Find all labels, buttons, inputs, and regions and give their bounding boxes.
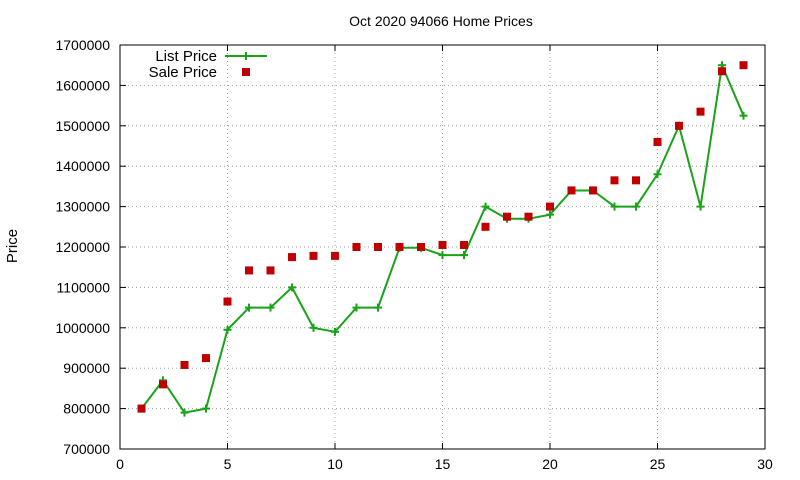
- sale-price-point: [696, 107, 705, 116]
- sale-price-point: [288, 253, 296, 262]
- series: [137, 61, 748, 417]
- sale-price-point: [245, 266, 253, 275]
- sale-price-point: [460, 240, 468, 249]
- sale-price-point: [438, 240, 447, 249]
- legend-label-list-price: List Price: [155, 48, 217, 65]
- sale-price-point: [718, 67, 726, 76]
- sale-price-point: [266, 266, 275, 275]
- y-tick-label: 800000: [63, 401, 110, 417]
- legend-swatch-list-price: [225, 52, 267, 60]
- sale-price-point: [202, 354, 210, 363]
- list-price-point: [374, 303, 382, 312]
- grid: [120, 45, 765, 449]
- sale-price-point: [567, 186, 576, 195]
- chart-title: Oct 2020 94066 Home Prices: [349, 13, 533, 29]
- y-tick-label: 700000: [63, 441, 110, 457]
- list-price-point: [331, 327, 339, 336]
- list-price-point: [653, 170, 662, 179]
- list-price-point: [481, 202, 490, 211]
- y-tick-label: 900000: [63, 360, 110, 376]
- y-tick-label: 1400000: [55, 158, 110, 174]
- sale-price-point: [395, 243, 404, 251]
- legend-swatch-sale-price: [242, 68, 250, 76]
- y-tick-label: 1700000: [55, 37, 110, 53]
- sale-price-point: [653, 137, 662, 146]
- sale-price-point: [180, 360, 189, 369]
- y-tick-label: 1200000: [55, 239, 110, 255]
- sale-price-point: [632, 176, 640, 185]
- list-price-point: [266, 303, 275, 312]
- sale-price-point: [546, 202, 554, 211]
- list-price-point: [438, 251, 447, 260]
- sale-price-point: [352, 243, 361, 251]
- x-tick-label: 5: [224, 456, 232, 472]
- sale-price-point: [223, 297, 232, 306]
- x-tick-label: 20: [542, 456, 558, 472]
- sale-price-point: [610, 176, 619, 185]
- list-price-point: [546, 210, 554, 219]
- legend-label-sale-price: Sale Price: [149, 64, 217, 81]
- list-price-point: [202, 404, 210, 413]
- list-price-point: [245, 303, 253, 312]
- list-price-point: [180, 408, 189, 417]
- y-tick-label: 1600000: [55, 77, 110, 93]
- list-price-point: [460, 251, 468, 260]
- list-price-point: [309, 323, 318, 332]
- sale-price-point: [374, 243, 382, 251]
- list-price-point: [632, 202, 640, 211]
- x-tick-label: 30: [757, 456, 773, 472]
- legend-square: [242, 68, 250, 76]
- y-tick-label: 1500000: [55, 118, 110, 134]
- sale-price-point: [137, 404, 146, 413]
- sale-price-point: [331, 251, 339, 260]
- list-price-point: [288, 283, 296, 292]
- sale-price-point: [524, 212, 533, 221]
- y-axis-label: Price: [4, 229, 21, 263]
- sale-price-point: [675, 121, 683, 130]
- sale-price-point: [503, 212, 511, 221]
- x-tick-label: 25: [650, 456, 666, 472]
- list-price-point: [696, 202, 705, 211]
- sale-price-point: [589, 186, 597, 195]
- list-price-point: [352, 303, 361, 312]
- axis-ticks: 0 5 10 15 20 25 30 700000 800000 900000 1000000 110…: [55, 37, 773, 472]
- y-tick-label: 1100000: [57, 279, 111, 295]
- x-tick-label: 0: [116, 456, 124, 472]
- sale-price-point: [481, 222, 490, 231]
- x-tick-label: 10: [327, 456, 343, 472]
- list-price-point: [739, 111, 748, 120]
- y-tick-label: 1300000: [55, 199, 110, 215]
- list-price-point: [223, 325, 232, 334]
- y-tick-label: 1000000: [55, 320, 110, 336]
- legend: List Price Sale Price: [149, 48, 267, 81]
- sale-price-point: [309, 251, 318, 260]
- sale-price-point: [417, 243, 425, 251]
- list-price-point: [610, 202, 619, 211]
- x-tick-label: 15: [435, 456, 451, 472]
- sale-price-point: [159, 380, 167, 389]
- sale-price-point: [739, 61, 748, 70]
